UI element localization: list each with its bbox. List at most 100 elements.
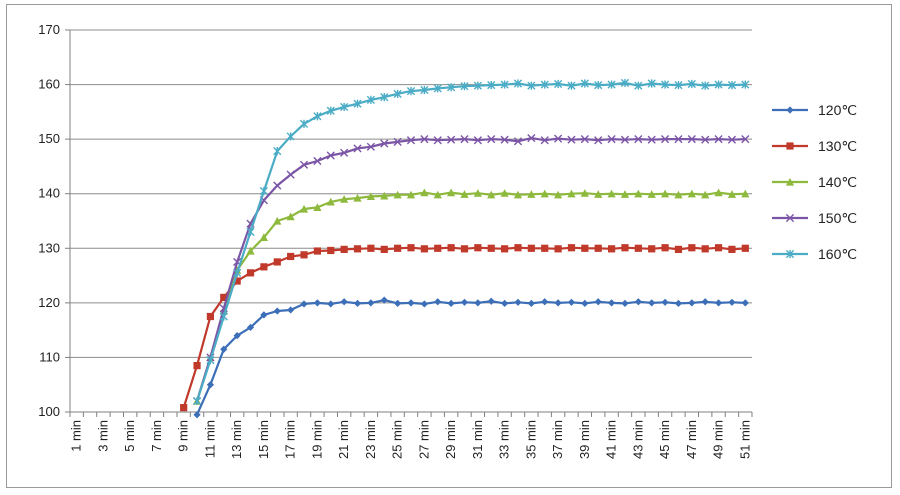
data-point — [434, 244, 442, 252]
data-point — [192, 396, 202, 406]
y-tick-label: 100 — [38, 404, 60, 419]
data-point — [674, 81, 683, 90]
legend-swatch-marker — [785, 177, 795, 186]
series-layer — [180, 78, 750, 419]
data-point — [407, 244, 415, 252]
data-point — [299, 204, 309, 213]
series-0 — [193, 296, 749, 419]
data-point — [554, 299, 562, 307]
data-point — [340, 245, 348, 253]
data-point — [687, 79, 696, 89]
data-point — [233, 277, 241, 285]
data-point — [607, 189, 616, 198]
series-2 — [192, 188, 750, 405]
data-point — [287, 306, 295, 314]
data-point — [594, 81, 603, 90]
data-point — [473, 189, 482, 197]
data-point — [714, 188, 723, 197]
data-point — [607, 135, 616, 144]
data-point — [420, 135, 429, 144]
data-point — [741, 299, 749, 307]
data-point — [540, 189, 549, 198]
data-point — [220, 293, 228, 301]
x-tick-label: 17 min — [283, 420, 298, 459]
data-point — [620, 135, 630, 144]
data-point — [513, 190, 523, 199]
data-point — [527, 244, 535, 252]
data-point — [273, 307, 281, 315]
data-point — [326, 151, 335, 160]
data-point — [594, 190, 603, 198]
data-point — [394, 244, 402, 252]
data-point — [447, 188, 456, 197]
data-point — [594, 298, 602, 306]
data-point — [634, 135, 643, 144]
y-tick-label: 160 — [38, 77, 60, 92]
data-point — [647, 190, 656, 198]
data-point — [380, 191, 389, 200]
data-point — [688, 299, 696, 307]
data-point — [634, 298, 642, 306]
data-point — [553, 190, 563, 199]
data-point — [327, 246, 335, 255]
data-point — [567, 81, 576, 90]
x-tick-label: 25 min — [390, 420, 405, 459]
data-point — [433, 190, 442, 199]
data-point — [353, 245, 362, 253]
data-point — [727, 190, 737, 198]
legend: 120℃ 130℃ 140℃ 150℃ 160℃ — [772, 102, 857, 262]
data-point — [447, 83, 456, 92]
data-point — [527, 190, 536, 198]
data-point — [340, 102, 349, 112]
data-point — [420, 300, 428, 308]
data-point — [674, 190, 683, 199]
data-point — [393, 190, 402, 199]
data-point — [273, 258, 281, 266]
data-point — [620, 190, 630, 198]
data-point — [394, 299, 402, 308]
data-point — [313, 156, 322, 166]
x-tick-label: 35 min — [523, 420, 538, 459]
data-point — [714, 135, 723, 144]
data-point — [246, 323, 255, 332]
data-point — [554, 134, 563, 143]
data-point — [420, 188, 429, 197]
data-point — [487, 244, 495, 252]
data-point — [473, 81, 482, 90]
data-point — [687, 189, 696, 198]
data-point — [701, 190, 710, 199]
data-point — [661, 244, 669, 252]
data-point — [206, 356, 215, 365]
data-point — [741, 189, 750, 198]
x-tick-label: 27 min — [416, 420, 431, 459]
data-point — [259, 233, 269, 241]
data-point — [380, 139, 389, 148]
data-point — [313, 203, 322, 211]
data-point — [447, 299, 455, 308]
data-point — [687, 135, 696, 144]
data-point — [367, 299, 375, 307]
data-point — [514, 244, 522, 252]
data-point — [741, 135, 750, 144]
data-point — [567, 244, 576, 252]
data-point — [287, 252, 295, 261]
data-point — [500, 80, 509, 89]
data-point — [406, 136, 416, 145]
data-point — [607, 245, 616, 253]
data-point — [701, 81, 710, 90]
data-point — [580, 135, 589, 144]
data-point — [727, 81, 737, 90]
data-point — [420, 85, 429, 95]
data-point — [299, 160, 309, 169]
data-point — [233, 332, 241, 340]
y-tick-label: 110 — [39, 349, 60, 364]
data-point — [541, 298, 549, 306]
data-point — [527, 299, 535, 308]
data-point — [634, 81, 643, 90]
x-tick-label: 7 min — [149, 420, 164, 452]
data-point — [407, 299, 415, 307]
data-point — [420, 245, 428, 253]
y-axis: 100 110 120 130 140 150 160 170 — [38, 22, 71, 419]
data-point — [460, 298, 469, 306]
data-point — [326, 197, 335, 206]
